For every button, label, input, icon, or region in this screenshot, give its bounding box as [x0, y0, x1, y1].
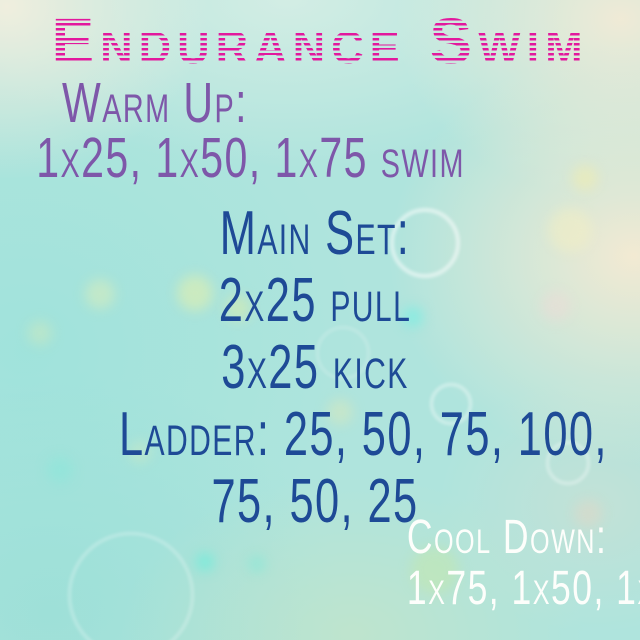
- bokeh-dot: [47, 457, 73, 483]
- bokeh-ring: [68, 532, 194, 640]
- warmup-heading: Warm Up:: [62, 71, 248, 135]
- bokeh-dot: [541, 291, 571, 321]
- bokeh-dot: [28, 321, 52, 345]
- mainset-line: Ladder: 25, 50, 75, 100,: [119, 400, 608, 469]
- bokeh-dot: [196, 553, 214, 571]
- cooldown-heading: Cool Down:: [406, 511, 608, 564]
- mainset-line: 2x25 pull: [218, 266, 412, 335]
- mainset-section: Main Set: 2x25 pull 3x25 kick Ladder: 25…: [119, 199, 608, 536]
- mainset-line: 75, 50, 25: [211, 467, 419, 536]
- bokeh-dot: [572, 165, 598, 191]
- bokeh-dot: [249, 556, 265, 572]
- cooldown-section: Cool Down: 1x75, 1x50, 1x25: [406, 511, 640, 615]
- mainset-heading: Main Set:: [219, 199, 411, 268]
- bokeh-dot: [548, 208, 592, 252]
- mainset-line: 3x25 kick: [221, 333, 409, 402]
- warmup-section: Warm Up: 1x25, 1x50, 1x75 swim: [36, 71, 465, 190]
- cooldown-detail: 1x75, 1x50, 1x25: [406, 562, 640, 615]
- warmup-detail: 1x25, 1x50, 1x75 swim: [36, 126, 465, 190]
- workout-title: Endurance Swim: [51, 5, 589, 77]
- title-row: Endurance Swim: [0, 5, 640, 77]
- bokeh-dot: [85, 279, 115, 309]
